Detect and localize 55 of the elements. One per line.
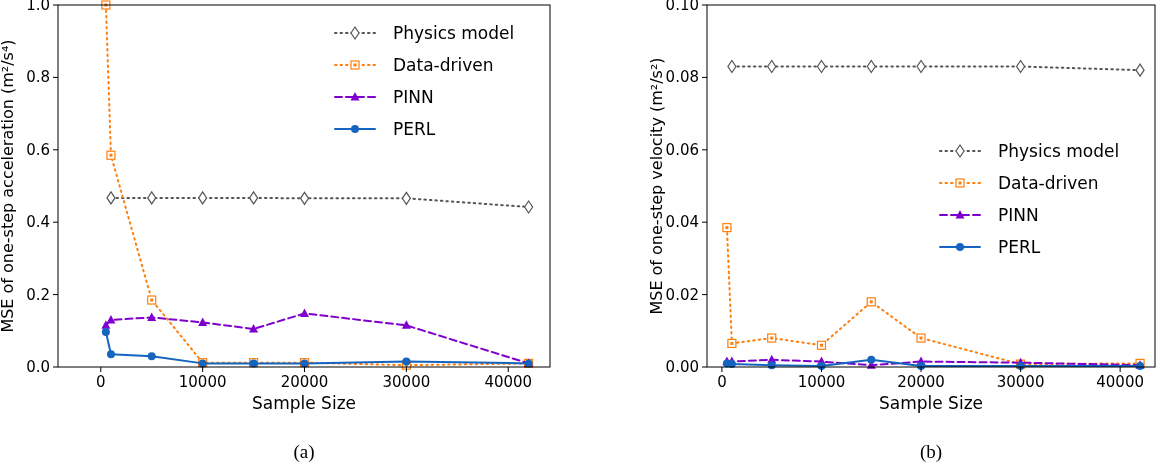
- x-tick-label: 40000: [1096, 373, 1145, 391]
- x-tick-label: 0: [96, 373, 106, 391]
- text: (a): [293, 441, 315, 463]
- point: [147, 352, 156, 361]
- legend-label: PINN: [998, 205, 1039, 225]
- legend-label: Physics model: [393, 23, 515, 43]
- x-axis-title: Sample Size: [878, 393, 984, 413]
- x-tick-label: 30000: [996, 373, 1045, 391]
- y-tick-label: 0.06: [665, 140, 699, 159]
- point: [101, 320, 111, 329]
- point: [816, 340, 827, 350]
- x-axis-title: Sample Size: [251, 393, 357, 413]
- x-tick-label: 0: [717, 373, 727, 391]
- text: (b): [919, 441, 943, 463]
- legend-label: PERL: [998, 237, 1041, 257]
- y-tick-label: 0.6: [26, 140, 50, 159]
- y-tick-label: 0.4: [26, 213, 50, 232]
- point: [816, 59, 827, 74]
- point: [300, 308, 310, 317]
- legend-label: Data-driven: [998, 173, 1099, 193]
- point: [248, 191, 259, 205]
- y-tick-label: 0.0: [26, 358, 50, 376]
- point: [402, 357, 411, 366]
- legend-label: PINN: [393, 87, 434, 107]
- point: [147, 312, 157, 321]
- point: [198, 191, 208, 205]
- legend-label: PERL: [393, 119, 436, 139]
- point: [401, 320, 411, 329]
- point: [106, 191, 116, 205]
- point: [867, 355, 876, 364]
- x-tick-label: 20000: [280, 373, 329, 391]
- point: [198, 317, 208, 326]
- point: [106, 350, 115, 359]
- y-tick-label: 0.8: [26, 68, 50, 87]
- point: [299, 191, 310, 205]
- x-tick-label: 30000: [382, 373, 431, 391]
- legend-label: Physics model: [998, 141, 1120, 161]
- y-tick-label: 0.08: [665, 68, 699, 87]
- point: [401, 191, 411, 205]
- y-tick-label: 0.04: [665, 213, 699, 232]
- x-tick-label: 20000: [897, 373, 945, 391]
- y-tick-label: 0.2: [26, 285, 50, 304]
- y-axis-title: MSE of one-step velocity (m²/s²): [647, 57, 666, 315]
- x-tick-label: 10000: [797, 373, 846, 391]
- point: [727, 338, 737, 349]
- y-tick-label: 0.00: [665, 358, 699, 376]
- point: [1135, 63, 1145, 77]
- y-tick-label: 0.02: [665, 285, 699, 304]
- point: [101, 327, 110, 336]
- point: [147, 191, 157, 205]
- point: [524, 200, 534, 214]
- x-tick-label: 10000: [178, 373, 227, 391]
- x-tick-label: 40000: [484, 373, 533, 391]
- y-axis-title: MSE of one-step acceleration (m²/s⁴): [0, 39, 17, 333]
- legend-label: Data-driven: [393, 55, 494, 75]
